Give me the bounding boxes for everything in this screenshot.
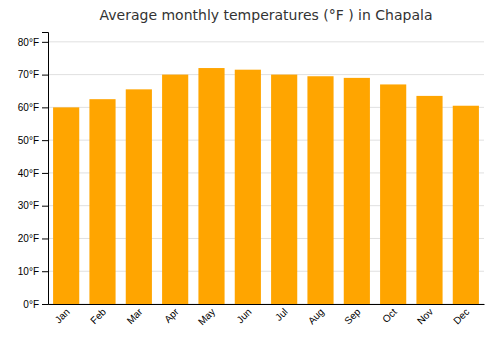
- y-tick-mark: [42, 271, 48, 272]
- y-tick-label: 20°F: [18, 233, 39, 244]
- y-tick-mark: [42, 140, 48, 141]
- bar: [453, 106, 479, 304]
- bar: [307, 76, 333, 304]
- y-tick: 20°F: [18, 233, 48, 244]
- x-tick: Sep: [342, 306, 363, 327]
- y-tick-label: 0°F: [23, 299, 39, 310]
- y-tick: 50°F: [18, 135, 48, 146]
- y-tick-label: 40°F: [18, 168, 39, 179]
- y-tick: 80°F: [18, 37, 48, 48]
- y-tick-label: 30°F: [18, 200, 39, 211]
- x-tick-label: Oct: [380, 306, 399, 325]
- x-tick-label: Jun: [234, 306, 253, 325]
- title: Average monthly temperatures (°F ) in Ch…: [100, 7, 433, 23]
- x-tick: Aug: [306, 306, 326, 326]
- bar: [162, 75, 188, 304]
- x-tick: Feb: [88, 306, 108, 326]
- x-tick: May: [196, 306, 217, 327]
- x-tick-label: Apr: [162, 306, 181, 325]
- grid: [48, 42, 484, 304]
- y-tick: 70°F: [18, 69, 48, 80]
- y-tick: 60°F: [18, 102, 48, 113]
- bar: [53, 107, 79, 304]
- y-tick-label: 80°F: [18, 37, 39, 48]
- y-tick-mark: [42, 75, 48, 76]
- x-tick-label: Jul: [273, 306, 290, 323]
- y-tick: 30°F: [18, 200, 48, 211]
- bars: [53, 68, 479, 304]
- x-tick-label: Nov: [415, 306, 435, 326]
- x-tick-label: Dec: [451, 306, 471, 326]
- y-tick-label: 10°F: [18, 266, 39, 277]
- x-tick: Jun: [234, 306, 253, 325]
- bar: [235, 70, 261, 304]
- x-tick: Dec: [451, 306, 471, 326]
- bar: [380, 84, 406, 304]
- y-tick-label: 50°F: [18, 135, 39, 146]
- x-tick-label: Mar: [125, 306, 145, 326]
- x-tick: Jan: [53, 306, 72, 325]
- y-axis: 0°F 10°F 20°F 30°F 40°F 50°F 60°F 70°F 80°F: [18, 33, 49, 310]
- bar: [89, 99, 115, 304]
- x-tick: Nov: [415, 306, 435, 326]
- x-tick: Oct: [380, 306, 399, 325]
- y-tick-label: 70°F: [18, 69, 39, 80]
- x-tick: Jul: [273, 306, 290, 323]
- y-tick: 10°F: [18, 266, 48, 277]
- y-tick-mark: [42, 42, 48, 43]
- chart-container: 0°F 10°F 20°F 30°F 40°F 50°F 60°F 70°F 80°F Jan Fe…: [0, 0, 500, 350]
- x-axis: Jan Feb Mar Apr May Jun Jul Aug Sep Oct Nov Dec: [49, 305, 485, 328]
- x-tick: Mar: [125, 306, 145, 326]
- x-tick-label: Aug: [306, 306, 326, 326]
- y-tick-label: 60°F: [18, 102, 39, 113]
- bar: [344, 78, 370, 304]
- y-tick-mark: [42, 238, 48, 239]
- y-tick-mark: [42, 173, 48, 174]
- x-tick-label: Sep: [342, 306, 363, 327]
- x-axis-line: [49, 304, 485, 305]
- grid-line: [48, 41, 484, 42]
- y-tick: 0°F: [23, 299, 48, 310]
- x-tick-label: Jan: [53, 306, 72, 325]
- y-axis-line: [42, 33, 49, 305]
- grid-line: [48, 74, 484, 75]
- x-tick-label: May: [196, 306, 217, 327]
- x-tick-label: Feb: [88, 306, 108, 326]
- y-tick-mark: [42, 206, 48, 207]
- bar: [271, 75, 297, 304]
- y-tick-mark: [42, 107, 48, 108]
- bar: [126, 89, 152, 304]
- bar: [198, 68, 224, 304]
- bar: [416, 96, 442, 304]
- x-tick: Apr: [162, 306, 181, 325]
- y-tick-mark: [42, 304, 48, 305]
- chart-svg: 0°F 10°F 20°F 30°F 40°F 50°F 60°F 70°F 80°F Jan Fe…: [0, 0, 500, 350]
- y-tick: 40°F: [18, 168, 48, 179]
